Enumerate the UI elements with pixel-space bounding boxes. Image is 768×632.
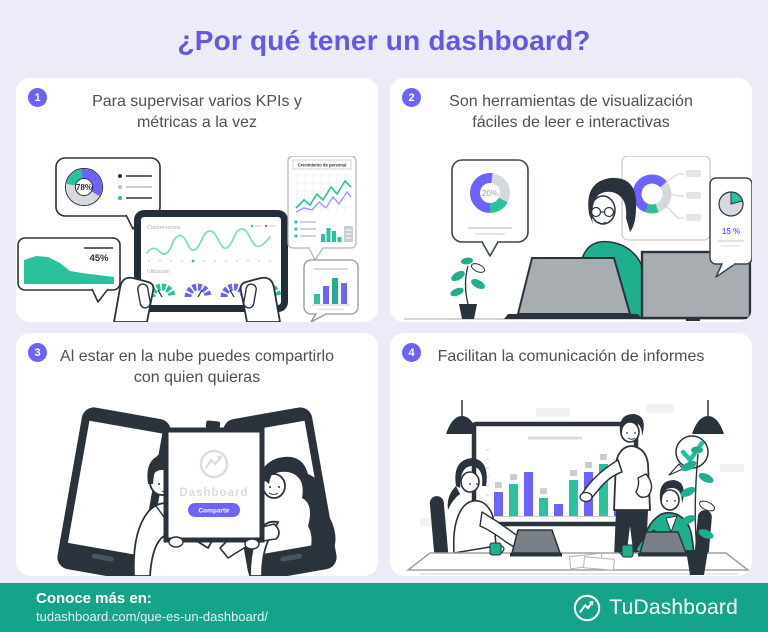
panel-4-meetings: 4 Facilitan la comunicación de informes	[390, 333, 752, 576]
donut-legend-card	[621, 156, 711, 241]
pie-chart-bubble: 15 %	[709, 177, 752, 278]
panel-1-kpis: 1 Para supervisar varios KPIs y métricas…	[16, 78, 378, 322]
checkmark-bubble	[668, 435, 709, 476]
panel-3-illustration: Dashboard Compartir	[57, 407, 337, 576]
growth-line-chart-card: Crecimiento de personal	[287, 156, 357, 261]
share-button	[188, 503, 240, 517]
panel-4-caption: Facilitan la comunicación de informes	[390, 346, 752, 367]
share-button-label: Compartir	[198, 508, 230, 515]
panel-3-number-badge: 3	[28, 343, 47, 362]
board-title: Dashboard	[179, 487, 248, 499]
papers	[568, 552, 615, 571]
brand-name: TuDashboard	[609, 595, 738, 619]
panel-2-illustration: 20%	[404, 156, 752, 321]
donut-chart-bubble: 20%	[451, 159, 529, 257]
tudashboard-logo-icon	[199, 449, 229, 479]
lamp-icon	[446, 400, 478, 434]
woman-hand	[244, 538, 260, 550]
tudashboard-logo-icon	[574, 594, 601, 621]
growth-card-title: Crecimiento de personal	[298, 163, 347, 168]
panel-4-illustration	[405, 400, 751, 575]
panel-4-number-badge: 4	[402, 343, 421, 362]
panels-grid: 1 Para supervisar varios KPIs y métricas…	[16, 78, 752, 576]
bar-chart-bubble	[303, 259, 359, 322]
man-hand	[168, 536, 184, 548]
dashboard-board: Dashboard Compartir	[163, 420, 265, 543]
panel-1-illustration: 78% 45% Conversiones	[17, 156, 359, 322]
laptop-icon	[504, 257, 642, 319]
footer-url: tudashboard.com/que-es-un-dashboard/	[36, 608, 268, 624]
panel-2-caption: Son herramientas de visualización fácile…	[390, 91, 752, 133]
caption-line-1: Facilitan la comunicación de informes	[437, 348, 705, 365]
tablet-line-chart	[146, 228, 271, 255]
bar-value-tags	[495, 454, 607, 494]
tablet-chart-title: Conversiones	[147, 225, 181, 231]
caption-line-1: Para supervisar varios KPIs y	[92, 93, 302, 110]
pie-value-label: 15 %	[722, 227, 740, 236]
donut-chart-bubble: 78%	[55, 157, 161, 230]
mug-icon	[618, 544, 634, 558]
panel-3-share: 3 Al estar en la nube puedes compartirlo…	[16, 333, 378, 576]
caption-line-1: Al estar en la nube puedes compartirlo	[60, 348, 334, 365]
panel-3-caption: Al estar en la nube puedes compartirlo c…	[16, 346, 378, 388]
panel-2-visualization: 2 Son herramientas de visualización fáci…	[390, 78, 752, 322]
panel-1-caption: Para supervisar varios KPIs y métricas a…	[16, 91, 378, 133]
chart-grid	[295, 173, 351, 213]
footer-lead: Conoce más en:	[36, 590, 152, 608]
hands	[113, 276, 281, 322]
mug-icon	[489, 542, 505, 556]
panel-2-number-badge: 2	[402, 88, 421, 107]
donut-value-label: 20%	[482, 189, 498, 198]
lamp-icon	[692, 400, 724, 434]
page-title: ¿Por qué tener un dashboard?	[177, 25, 591, 56]
donut-value-label: 78%	[76, 183, 92, 192]
area-value-label: 45%	[89, 253, 109, 264]
caption-line-2: con quien quieras	[133, 369, 261, 386]
caption-line-1: Son herramientas de visualización	[449, 93, 693, 110]
laptop-icon	[638, 531, 688, 557]
footer-text: Conoce más en: tudashboard.com/que-es-un…	[36, 589, 268, 625]
brand-logo: TuDashboard	[572, 593, 738, 623]
tall-plant-icon	[680, 446, 715, 575]
footer: Conoce más en: tudashboard.com/que-es-un…	[0, 583, 768, 632]
plant-icon	[450, 257, 486, 319]
tablet-section-title: Utilización	[147, 269, 170, 275]
presenter-illustration	[579, 414, 653, 558]
caption-line-2: fáciles de leer e interactivas	[472, 114, 670, 131]
laptop-icon	[510, 529, 562, 557]
area-chart-bubble: 45%	[17, 237, 121, 303]
panel-1-number-badge: 1	[28, 88, 47, 107]
caption-line-2: métricas a la vez	[136, 114, 258, 131]
tablet-axis-dots	[148, 259, 271, 263]
